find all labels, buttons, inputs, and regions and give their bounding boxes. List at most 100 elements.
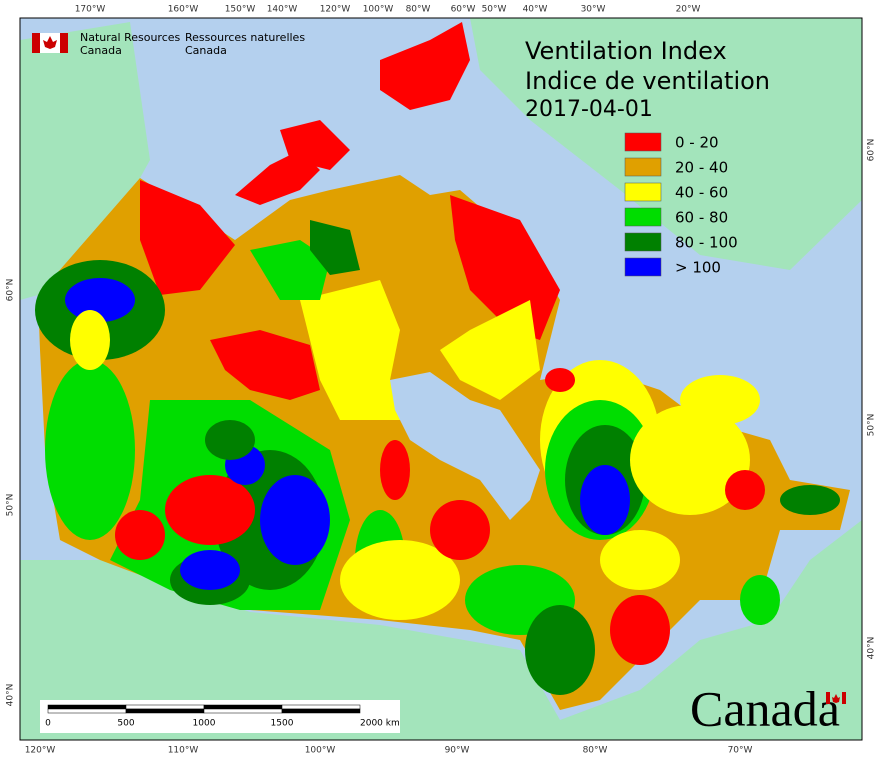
index-area [165,475,255,545]
scale-segment [47,708,127,714]
graticule-label: 20°W [676,5,701,15]
graticule-label: 120°W [320,5,351,15]
index-area [70,310,110,370]
scale-segment [125,704,205,710]
legend-swatch [624,132,662,152]
index-areas [35,22,840,695]
legend-label: 20 - 40 [675,159,728,177]
legend-label: > 100 [675,259,721,277]
graticule-label: 100°W [363,5,394,15]
graticule-label: 90°W [445,746,470,756]
legend-swatch [624,257,662,277]
graticule-label: 60°N [867,139,877,162]
scale-label: 2000 km [360,719,400,729]
org-fr: Canada [185,44,227,57]
index-area [340,540,460,620]
graticule-label: 110°W [168,746,199,756]
legend-label: 40 - 60 [675,184,728,202]
graticule-label: 50°N [867,414,877,437]
index-area [45,360,135,540]
wordmark: Canada [690,680,840,736]
graticule-label: 160°W [168,5,199,15]
graticule-label: 100°W [305,746,336,756]
index-area [430,500,490,560]
index-area [440,300,540,400]
legend-label: 0 - 20 [675,134,719,152]
graticule-label: 150°W [225,5,256,15]
scale-segment [281,704,361,710]
title: Ventilation Index [525,37,727,65]
graticule-label: 50°W [482,5,507,15]
graticule-label: 60°N [6,279,16,302]
index-area [600,530,680,590]
title: Indice de ventilation [525,67,770,95]
scale-label: 500 [117,719,134,729]
flag-bar [32,33,40,53]
graticule-label: 40°W [523,5,548,15]
flag-bar [826,692,830,704]
index-area [115,510,165,560]
index-area [180,550,240,590]
index-area [380,440,410,500]
legend-swatch [624,157,662,177]
graticule-label: 120°W [25,746,56,756]
graticule-label: 40°N [867,637,877,660]
legend-label: 80 - 100 [675,234,738,252]
scale-bar: 0 500 1000 1500 2000 km [40,700,400,733]
legend: 0 - 20 20 - 40 40 - 60 60 - 80 80 - 100 > 100 [624,132,738,277]
graticule-label: 40°N [6,684,16,707]
scale-segment [47,704,127,710]
scale-label: 1500 [271,719,294,729]
legend-swatch [624,232,662,252]
index-area [300,280,420,420]
date: 2017-04-01 [525,97,653,122]
index-area [725,470,765,510]
scale-segment [281,708,361,714]
scale-label: 0 [45,719,51,729]
index-area [525,605,595,695]
graticule-label: 50°N [6,494,16,517]
legend-label: 60 - 80 [675,209,728,227]
index-area [205,420,255,460]
graticule-label: 80°W [406,5,431,15]
index-area [250,240,330,300]
graticule-label: 80°W [583,746,608,756]
graticule-label: 140°W [267,5,298,15]
org-en: Canada [80,44,122,57]
index-area [380,22,470,110]
graticule-label: 70°W [728,746,753,756]
index-area [740,575,780,625]
scale-label: 1000 [193,719,216,729]
scale-segment [125,708,205,714]
alaska [20,22,150,300]
greenland [470,18,862,270]
flag-bar [60,33,68,53]
index-area [280,120,350,170]
org-en: Natural Resources [80,31,181,44]
scale-segment [203,708,283,714]
index-area [310,220,360,275]
legend-swatch [624,182,662,202]
index-area [545,368,575,392]
index-area [210,330,320,400]
flag-bar [842,692,846,704]
canada-wordmark: Canada [690,680,846,736]
scale-segment [203,704,283,710]
index-area [260,475,330,565]
graticule-label: 30°W [581,5,606,15]
legend-swatch [624,207,662,227]
index-area [235,150,320,205]
maple-leaf [832,694,840,703]
org-fr: Ressources naturelles [185,31,305,44]
index-area [780,485,840,515]
united-states [20,520,862,740]
index-area [630,405,750,515]
index-area [680,375,760,425]
map-frame [19,17,863,741]
index-area [65,278,135,322]
graticule-label: 170°W [75,5,106,15]
nrcan-signature: Natural Resources Canada Ressources natu… [32,31,305,57]
index-area [140,180,235,295]
index-area [580,465,630,535]
